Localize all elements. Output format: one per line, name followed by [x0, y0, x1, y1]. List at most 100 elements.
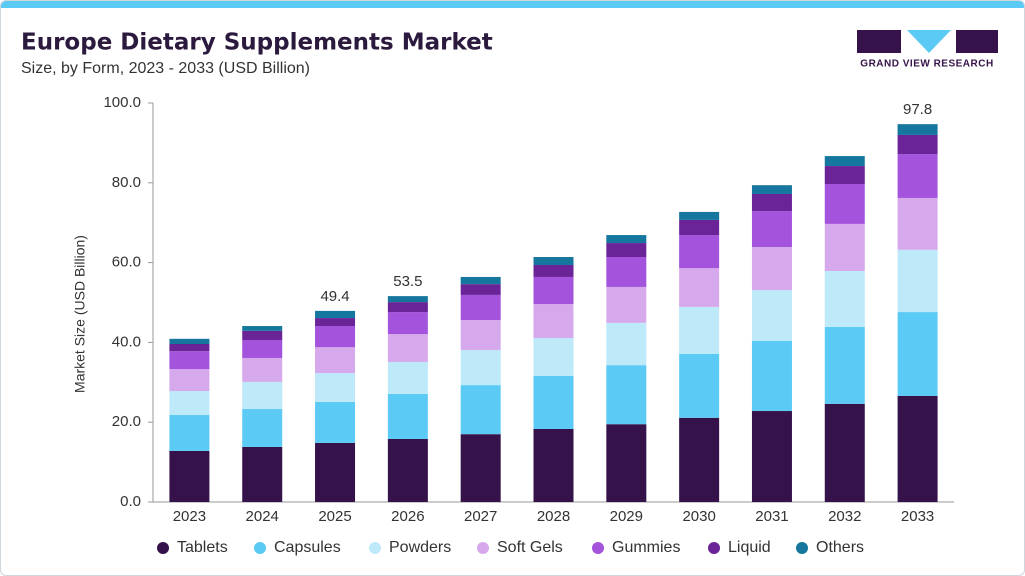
legend-swatch	[796, 542, 808, 554]
legend-swatch	[369, 542, 381, 554]
legend-label: Powders	[389, 539, 451, 556]
total-label: 53.5	[393, 273, 422, 290]
legend-label: Tablets	[177, 539, 228, 556]
bar-segment	[315, 373, 356, 402]
bar-segment	[751, 290, 792, 341]
bar-segment	[460, 294, 501, 321]
total-label: 49.4	[320, 288, 349, 305]
x-tick-label: 2028	[537, 508, 570, 525]
bar-segment	[242, 357, 283, 382]
bar-segment	[315, 318, 356, 327]
bar-segment	[460, 349, 501, 386]
y-tick-label: 100.0	[103, 94, 141, 111]
bar-segment	[824, 403, 865, 502]
bar-segment	[751, 247, 792, 291]
bar-segment	[387, 334, 428, 362]
bar-segment	[606, 424, 647, 502]
y-tick-label: 60.0	[112, 254, 141, 271]
bar-segment	[824, 223, 865, 271]
x-tick-label: 2031	[755, 508, 788, 525]
logo-text: GRAND VIEW RESEARCH	[860, 59, 993, 70]
bar-segment	[387, 302, 428, 313]
bar-segment	[460, 276, 501, 285]
bar-segment	[679, 211, 720, 220]
bar-segment	[242, 326, 283, 331]
bar-segment	[460, 385, 501, 435]
bar-segment	[533, 375, 574, 429]
bar-segment	[751, 193, 792, 212]
logo-block	[956, 30, 998, 53]
bar-segment	[824, 166, 865, 184]
bar-segment	[897, 134, 938, 155]
bar-segment	[533, 264, 574, 277]
bar-segment	[606, 235, 647, 244]
bar-segment	[315, 310, 356, 319]
logo: GRAND VIEW RESEARCH	[857, 30, 998, 70]
x-tick-label: 2033	[901, 508, 934, 525]
bar-segment	[242, 340, 283, 358]
bar-segment	[242, 446, 283, 502]
bar-segment	[533, 428, 574, 502]
y-tick-label: 40.0	[112, 333, 141, 350]
bar-segment	[315, 401, 356, 443]
bar-segment	[387, 312, 428, 335]
logo-block	[907, 30, 951, 53]
bar-segment	[387, 361, 428, 394]
x-tick-label: 2025	[318, 508, 351, 525]
bar-segment	[606, 243, 647, 258]
bar-segment	[824, 156, 865, 167]
x-tick-label: 2027	[464, 508, 497, 525]
bar-segment	[387, 438, 428, 502]
bar-segment	[169, 391, 210, 416]
bar-segment	[169, 351, 210, 370]
bar-segment	[460, 284, 501, 295]
bar-segment	[751, 411, 792, 502]
bar-segment	[315, 326, 356, 348]
bar-segment	[533, 338, 574, 376]
bar-segment	[679, 417, 720, 502]
x-tick-label: 2023	[173, 508, 206, 525]
bar-segment	[606, 365, 647, 425]
bar-segment	[606, 322, 647, 366]
bar-segment	[897, 312, 938, 396]
bar-segment	[824, 183, 865, 224]
y-tick-label: 0.0	[120, 493, 141, 510]
bar-segment	[897, 124, 938, 135]
bar-segment	[897, 395, 938, 502]
legend-label: Gummies	[612, 539, 680, 556]
x-tick-label: 2024	[246, 508, 279, 525]
chart-title: Europe Dietary Supplements Market	[21, 30, 493, 56]
bar-segment	[169, 343, 210, 352]
bar-segment	[679, 268, 720, 307]
bar-segment	[169, 450, 210, 502]
bar-segment	[606, 257, 647, 287]
bar-segment	[315, 347, 356, 374]
bar-segment	[533, 276, 574, 305]
bar-segment	[679, 306, 720, 354]
legend-swatch	[477, 542, 489, 554]
total-label: 97.8	[903, 101, 932, 118]
bar-segment	[824, 326, 865, 404]
bar-segment	[751, 185, 792, 194]
bar-segment	[606, 286, 647, 323]
legend-swatch	[708, 542, 720, 554]
x-tick-label: 2032	[828, 508, 861, 525]
bar-segment	[387, 393, 428, 439]
bar-segment	[679, 235, 720, 269]
bar-segment	[824, 270, 865, 327]
bar-segment	[751, 340, 792, 412]
legend-swatch	[254, 542, 266, 554]
y-tick-label: 80.0	[112, 174, 141, 191]
x-tick-label: 2030	[682, 508, 715, 525]
bar-segment	[242, 330, 283, 341]
bar-segment	[387, 296, 428, 303]
bar-segment	[533, 304, 574, 339]
legend-label: Others	[816, 539, 864, 556]
bar-segment	[897, 197, 938, 250]
bar-segment	[169, 415, 210, 451]
y-axis-label: Market Size (USD Billion)	[72, 235, 88, 393]
bar-segment	[679, 219, 720, 236]
chart-subtitle: Size, by Form, 2023 - 2033 (USD Billion)	[21, 60, 310, 77]
